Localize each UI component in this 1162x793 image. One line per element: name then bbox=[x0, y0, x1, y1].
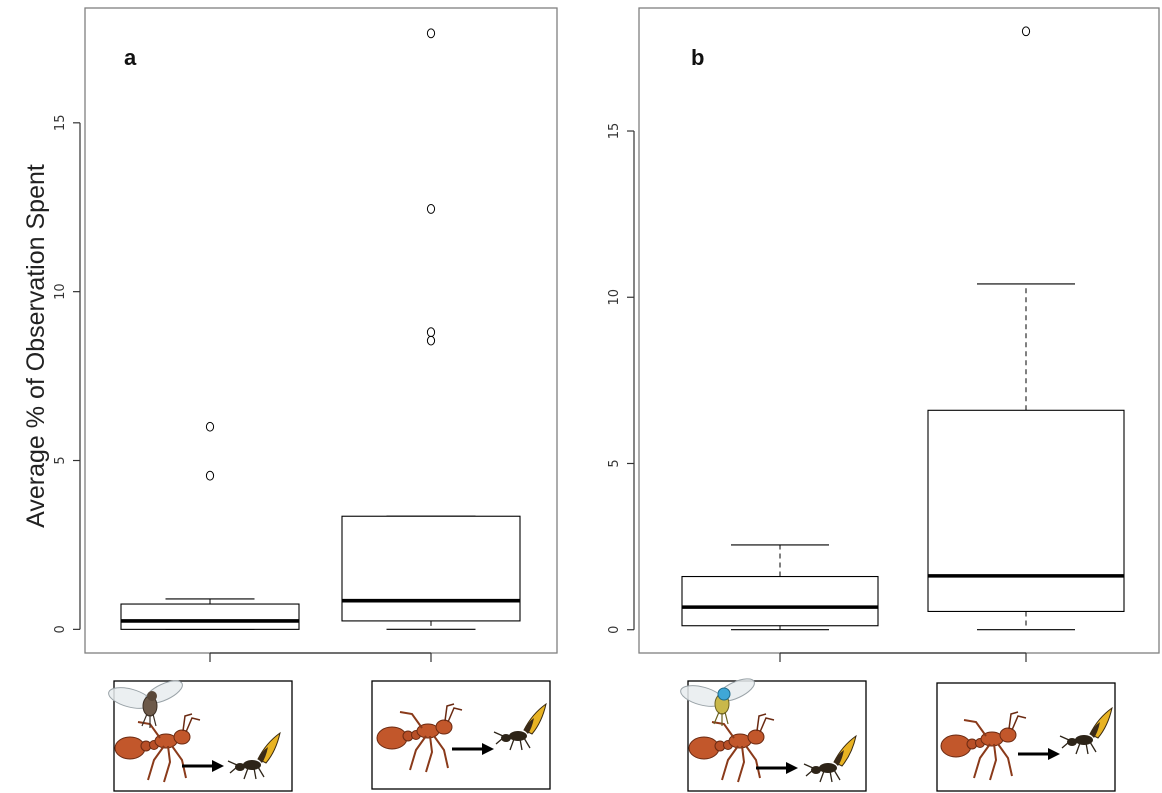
box-1 bbox=[120, 421, 300, 630]
category-fly-ant-to-wasp-a bbox=[105, 675, 293, 792]
y-tick-label: 15 bbox=[53, 115, 68, 132]
box-1 bbox=[681, 544, 879, 631]
y-tick-label: 5 bbox=[53, 456, 68, 464]
category-ant-to-wasp-b bbox=[936, 682, 1116, 792]
y-tick-label: 10 bbox=[607, 289, 622, 306]
category-fly-ant-to-wasp-b bbox=[677, 673, 867, 792]
outlier-point bbox=[426, 335, 436, 346]
boxes-a bbox=[120, 28, 521, 630]
outlier-point bbox=[426, 28, 436, 39]
y-axis-b: 0 5 10 15 bbox=[607, 123, 1027, 662]
iqr-box bbox=[681, 575, 879, 627]
outlier-point bbox=[205, 421, 215, 432]
y-tick-label: 0 bbox=[607, 626, 622, 634]
iqr-box bbox=[341, 515, 521, 622]
outlier-point bbox=[1021, 26, 1031, 37]
panel-label-b: b bbox=[691, 45, 704, 70]
outlier-point bbox=[426, 204, 436, 214]
y-tick-label: 10 bbox=[53, 283, 68, 300]
iqr-box bbox=[120, 603, 300, 630]
panel-label-a: a bbox=[124, 45, 137, 70]
outlier-point bbox=[205, 470, 215, 481]
boxes-b bbox=[681, 26, 1125, 631]
y-axis-title: Average % of Observation Spent bbox=[22, 164, 50, 528]
y-axis-a: 0 5 10 15 bbox=[53, 115, 432, 662]
y-tick-label: 0 bbox=[53, 625, 68, 633]
category-ant-to-wasp-a bbox=[371, 680, 551, 790]
y-tick-label: 5 bbox=[607, 459, 622, 467]
panel-a: a 0 5 10 15 bbox=[53, 7, 558, 662]
iqr-box bbox=[927, 409, 1125, 612]
y-tick-label: 15 bbox=[607, 123, 622, 140]
box-2 bbox=[341, 28, 521, 630]
panel-b: b 0 5 10 15 bbox=[607, 7, 1160, 662]
outlier-point bbox=[426, 327, 436, 338]
box-2 bbox=[927, 26, 1125, 631]
